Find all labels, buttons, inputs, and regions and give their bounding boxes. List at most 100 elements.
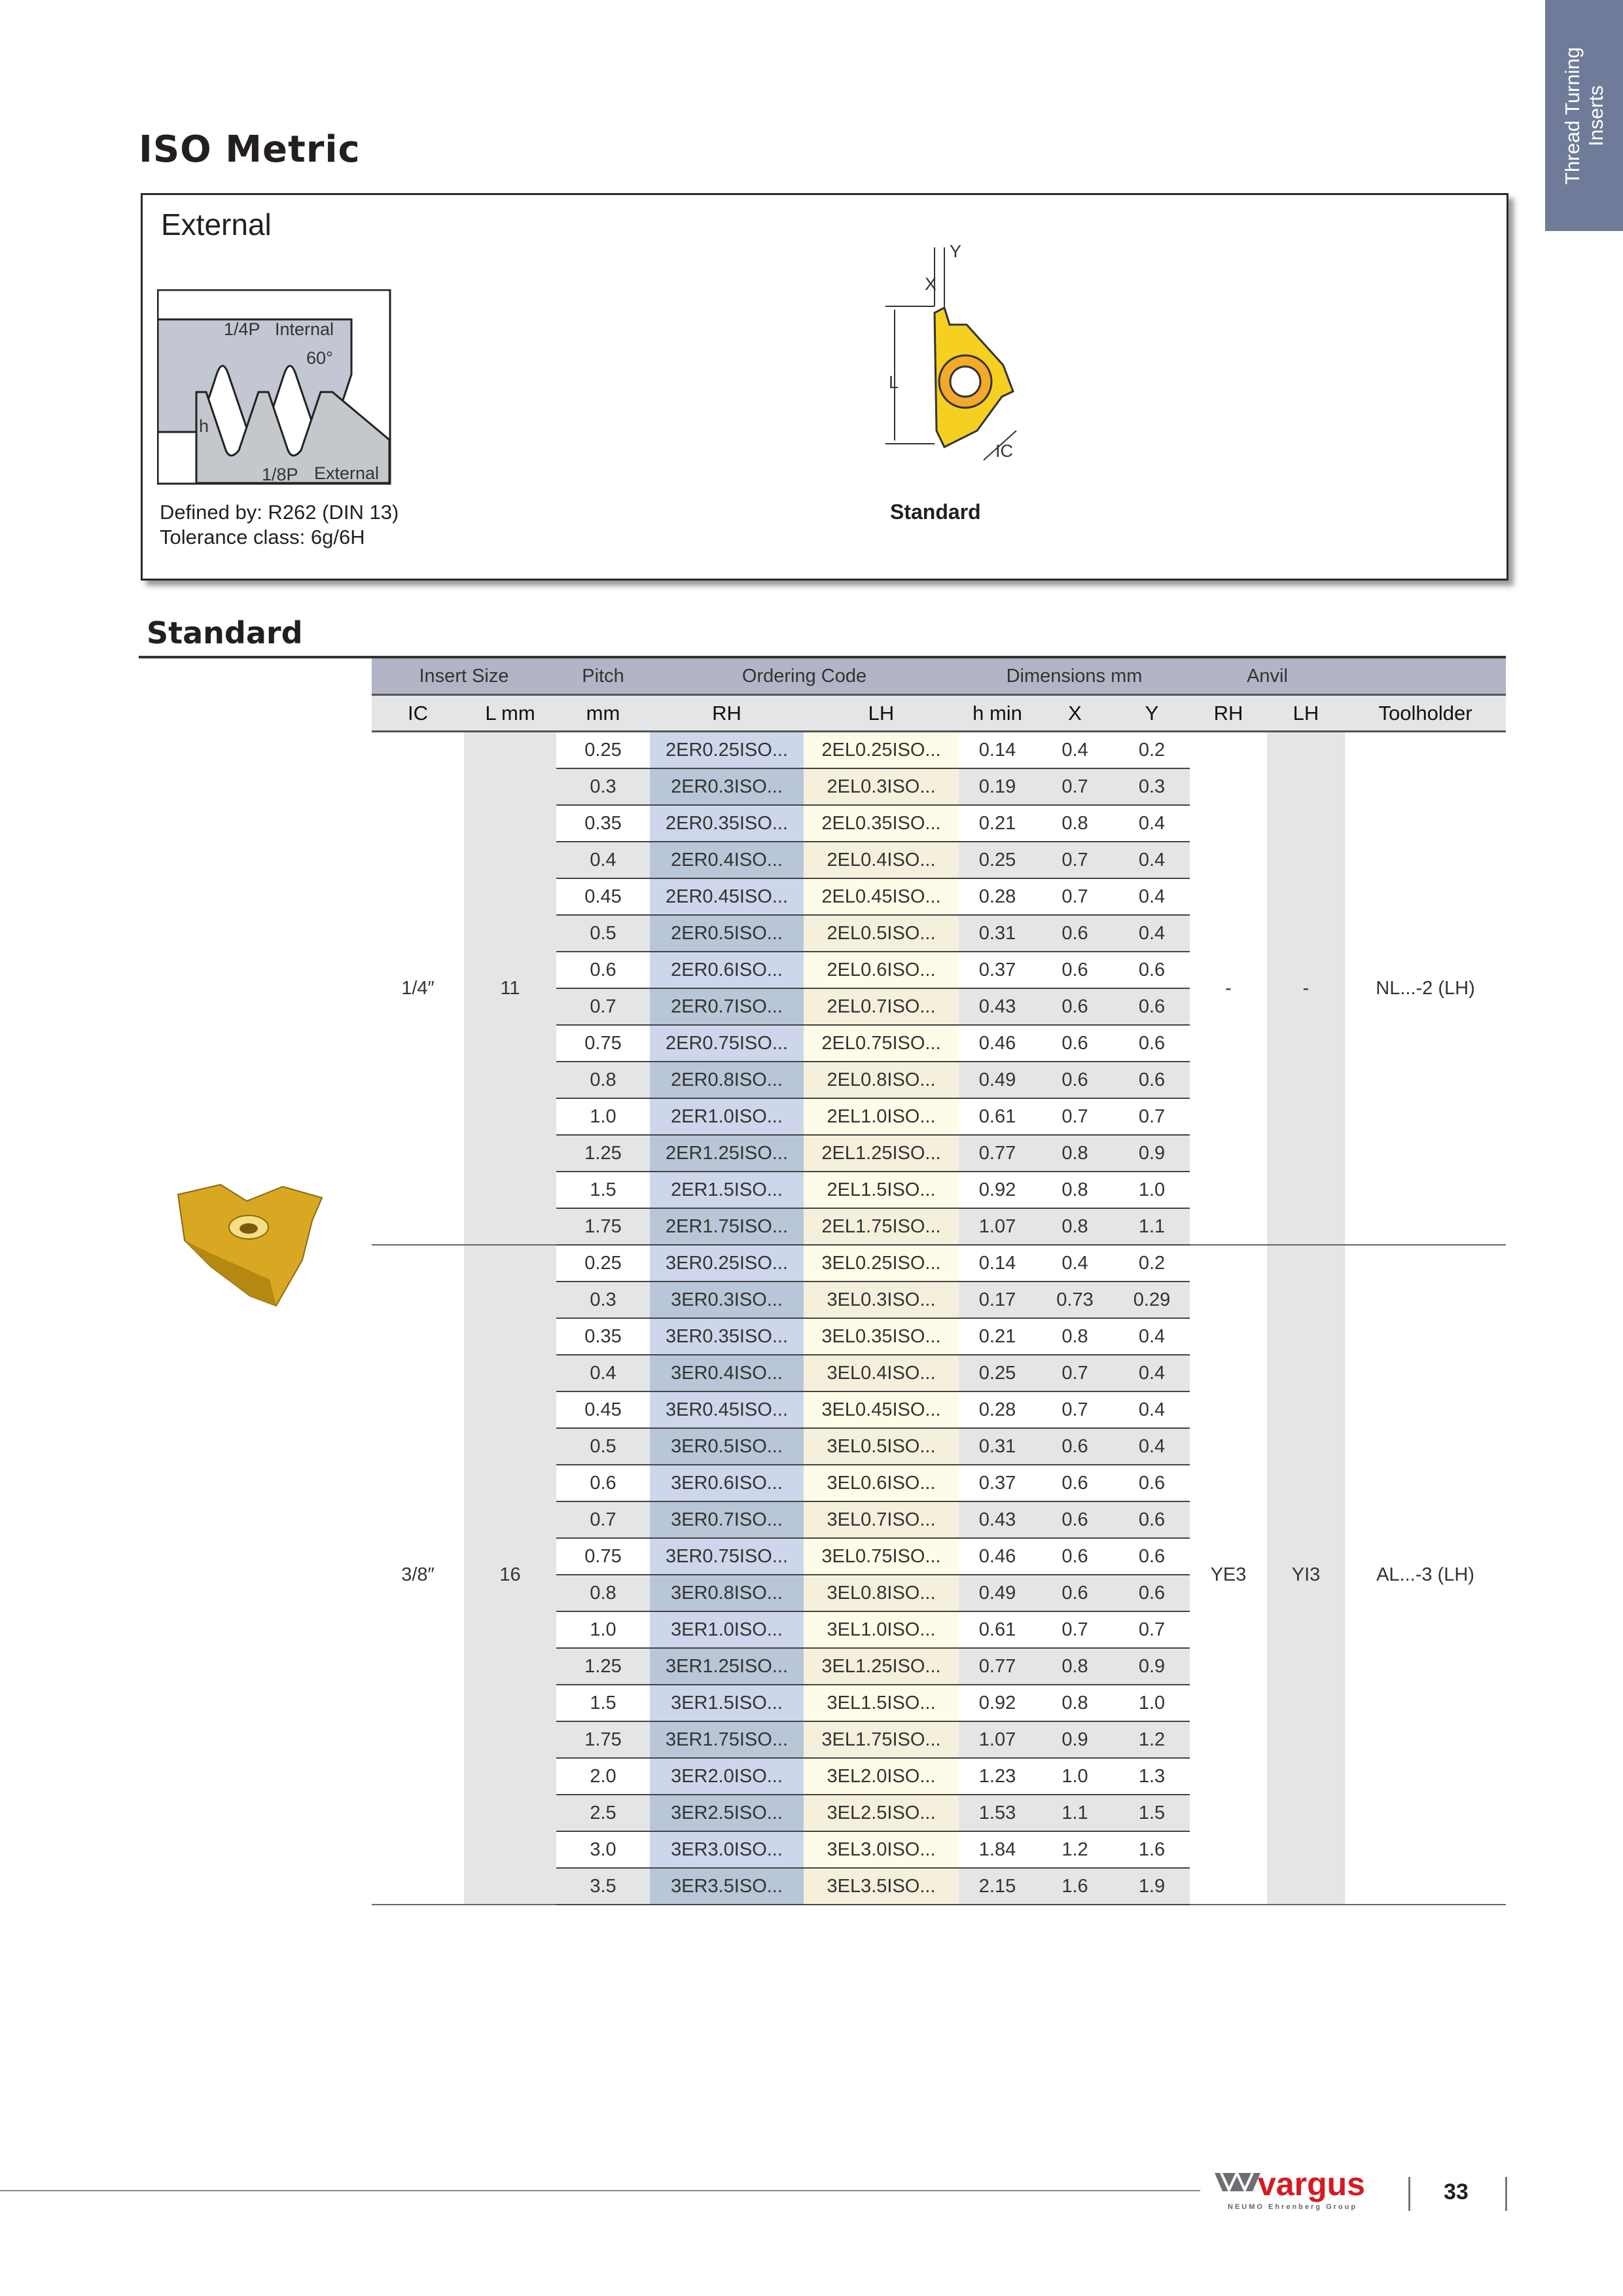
table-row: 0.7 2ER0.7ISO... 2EL0.7ISO... 0.43 0.6 0.6 — [372, 988, 1506, 1026]
label-l: L — [889, 372, 899, 392]
cell-lh-code: 2EL0.6ISO... — [804, 952, 959, 989]
cell-rh-code: 2ER0.5ISO... — [650, 915, 804, 952]
insert-table: Insert Size Pitch Ordering Code Dimensio… — [372, 658, 1506, 1905]
cell-x: 0.8 — [1036, 1318, 1114, 1355]
cell-y: 1.1 — [1114, 1208, 1190, 1246]
insert-caption: Standard — [890, 500, 981, 524]
cell-x: 0.8 — [1036, 1208, 1114, 1246]
cell-pitch: 0.8 — [556, 1575, 650, 1612]
cell-y: 0.6 — [1114, 1501, 1190, 1539]
cell-pitch: 1.75 — [556, 1721, 650, 1759]
label-external: External — [314, 463, 379, 483]
cell-h-min: 0.46 — [959, 1025, 1036, 1062]
cell-h-min: 0.37 — [959, 1465, 1036, 1502]
page-title: ISO Metric — [139, 128, 361, 171]
cell-lh-code: 2EL0.4ISO... — [804, 842, 959, 879]
cell-pitch: 0.4 — [556, 842, 650, 879]
cell-h-min: 0.92 — [959, 1172, 1036, 1209]
cell-y: 1.3 — [1114, 1758, 1190, 1795]
cell-x: 0.6 — [1036, 1501, 1114, 1539]
cell-x: 0.6 — [1036, 1465, 1114, 1502]
cell-l: 11 — [464, 731, 556, 1246]
table-row: 2.5 3ER2.5ISO... 3EL2.5ISO... 1.53 1.1 1.5 — [372, 1795, 1506, 1832]
cell-y: 0.2 — [1114, 1245, 1190, 1282]
cell-pitch: 1.5 — [556, 1685, 650, 1722]
cell-x: 0.6 — [1036, 1575, 1114, 1612]
cell-lh-code: 3EL3.0ISO... — [804, 1831, 959, 1869]
cell-y: 0.4 — [1114, 1355, 1190, 1392]
cell-lh-code: 2EL0.75ISO... — [804, 1025, 959, 1062]
cell-pitch: 1.75 — [556, 1208, 650, 1246]
cell-pitch: 0.7 — [556, 1501, 650, 1539]
cell-toolholder: NL...-2 (LH) — [1345, 731, 1506, 1246]
cell-x: 0.6 — [1036, 1062, 1114, 1099]
cell-y: 1.2 — [1114, 1721, 1190, 1759]
specification-notes: Defined by: R262 (DIN 13) Tolerance clas… — [160, 500, 399, 550]
table-row: 1/4″ 11 0.25 2ER0.25ISO... 2EL0.25ISO... 0.14… — [372, 731, 1506, 1246]
cell-x: 0.8 — [1036, 1172, 1114, 1209]
cell-lh-code: 3EL1.75ISO... — [804, 1721, 959, 1759]
cell-y: 0.29 — [1114, 1282, 1190, 1319]
cell-h-min: 0.19 — [959, 768, 1036, 806]
table-row: 0.75 3ER0.75ISO... 3EL0.75ISO... 0.46 0.6 0.6 — [372, 1538, 1506, 1575]
cell-x: 0.7 — [1036, 1098, 1114, 1136]
cell-rh-code: 2ER1.0ISO... — [650, 1098, 804, 1136]
cell-pitch: 0.6 — [556, 1465, 650, 1502]
cell-lh-code: 3EL0.35ISO... — [804, 1318, 959, 1355]
table-row: 0.6 3ER0.6ISO... 3EL0.6ISO... 0.37 0.6 0.6 — [372, 1465, 1506, 1502]
cell-x: 0.8 — [1036, 1135, 1114, 1172]
cell-pitch: 0.8 — [556, 1062, 650, 1099]
cell-h-min: 1.07 — [959, 1721, 1036, 1759]
cell-rh-code: 2ER0.6ISO... — [650, 952, 804, 989]
header-anvil: Anvil — [1190, 658, 1345, 696]
cell-lh-code: 2EL1.25ISO... — [804, 1135, 959, 1172]
cell-h-min: 0.25 — [959, 842, 1036, 879]
table-row: 1.0 3ER1.0ISO... 3EL1.0ISO... 0.61 0.7 0.7 — [372, 1611, 1506, 1649]
cell-y: 1.5 — [1114, 1795, 1190, 1832]
cell-x: 0.6 — [1036, 1428, 1114, 1465]
cell-h-min: 0.14 — [959, 731, 1036, 769]
cell-lh-code: 2EL1.75ISO... — [804, 1208, 959, 1246]
svg-text:vargus: vargus — [1258, 2172, 1365, 2202]
cell-y: 0.4 — [1114, 1391, 1190, 1429]
cell-x: 0.6 — [1036, 988, 1114, 1026]
cell-pitch: 0.5 — [556, 915, 650, 952]
cell-pitch: 0.45 — [556, 878, 650, 916]
cell-h-min: 0.46 — [959, 1538, 1036, 1575]
cell-rh-code: 2ER0.75ISO... — [650, 1025, 804, 1062]
section-rule — [139, 656, 1506, 658]
label-quarter-p: 1/4P — [224, 319, 260, 339]
cell-pitch: 0.5 — [556, 1428, 650, 1465]
cell-rh-code: 3ER0.35ISO... — [650, 1318, 804, 1355]
cell-lh-code: 3EL0.4ISO... — [804, 1355, 959, 1392]
cell-x: 0.4 — [1036, 1245, 1114, 1282]
cell-lh-code: 3EL0.8ISO... — [804, 1575, 959, 1612]
insert-photo — [177, 1183, 323, 1307]
cell-rh-code: 3ER0.6ISO... — [650, 1465, 804, 1502]
col-header-y: Y — [1114, 694, 1190, 732]
insert-dimension-diagram: X Y L IC — [885, 242, 1017, 461]
cell-x: 0.6 — [1036, 1025, 1114, 1062]
cell-rh-code: 3ER1.0ISO... — [650, 1611, 804, 1649]
table-row: 0.3 2ER0.3ISO... 2EL0.3ISO... 0.19 0.7 0.3 — [372, 768, 1506, 806]
cell-pitch: 3.5 — [556, 1868, 650, 1905]
table-row: 0.7 3ER0.7ISO... 3EL0.7ISO... 0.43 0.6 0.6 — [372, 1501, 1506, 1539]
cell-x: 0.7 — [1036, 768, 1114, 806]
cell-h-min: 0.25 — [959, 1355, 1036, 1392]
cell-h-min: 0.37 — [959, 952, 1036, 989]
cell-pitch: 0.35 — [556, 1318, 650, 1355]
cell-lh-code: 3EL0.7ISO... — [804, 1501, 959, 1539]
cell-pitch: 0.3 — [556, 1282, 650, 1319]
header-dimensions: Dimensions mm — [959, 658, 1190, 696]
cell-h-min: 0.31 — [959, 915, 1036, 952]
header-ordering-code: Ordering Code — [650, 658, 959, 696]
cell-x: 0.4 — [1036, 731, 1114, 769]
cell-lh-code: 3EL0.3ISO... — [804, 1282, 959, 1319]
cell-rh-code: 3ER0.75ISO... — [650, 1538, 804, 1575]
table-row: 1.5 3ER1.5ISO... 3EL1.5ISO... 0.92 0.8 1.0 — [372, 1685, 1506, 1722]
page-number: 33 — [1444, 2179, 1469, 2204]
table-row: 0.4 3ER0.4ISO... 3EL0.4ISO... 0.25 0.7 0.4 — [372, 1355, 1506, 1392]
table-row: 0.35 2ER0.35ISO... 2EL0.35ISO... 0.21 0.8 0.4 — [372, 805, 1506, 842]
cell-x: 1.0 — [1036, 1758, 1114, 1795]
footer-line — [0, 2190, 1200, 2191]
